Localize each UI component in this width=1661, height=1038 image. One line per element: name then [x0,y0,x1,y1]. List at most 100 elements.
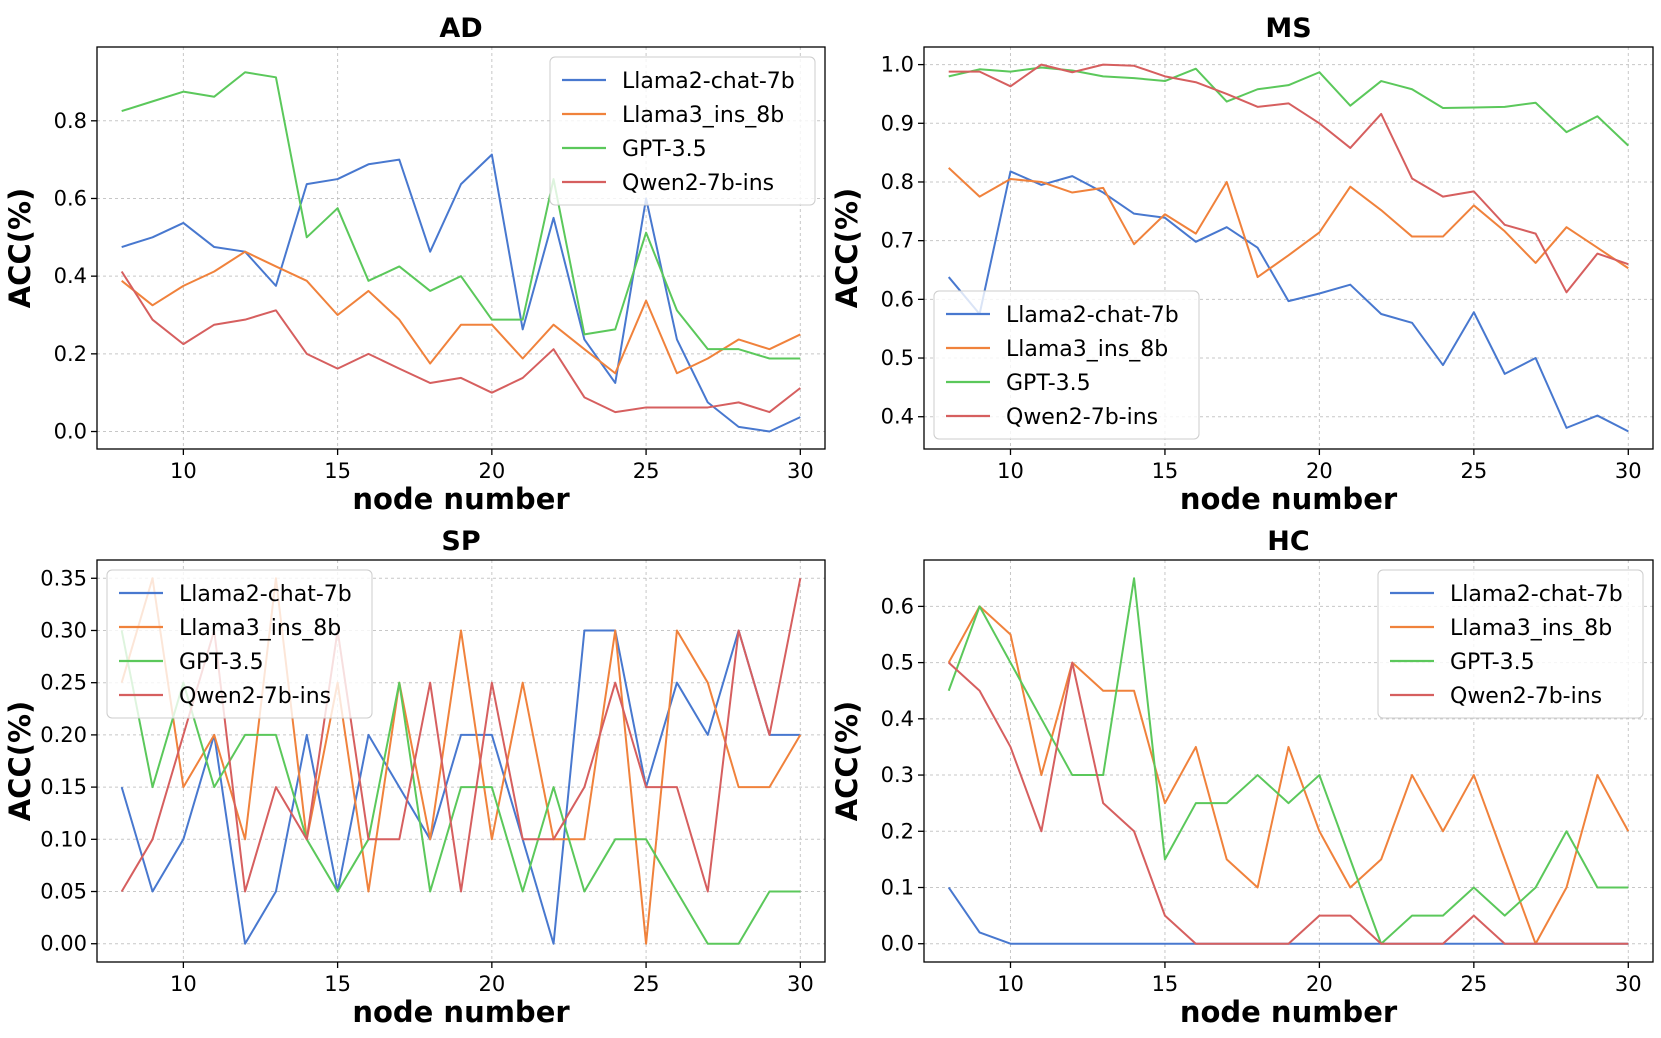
chart-panel-hc: 10 15 20 25 30 0.0 0.1 0.2 0.3 0.4 0.5 0.6 HC node nu… [830,526,1654,1029]
y-tick-label: 0.4 [881,707,914,731]
x-tick-label: 20 [1306,459,1333,483]
y-tick-label: 0.10 [40,827,87,851]
legend-label: Llama2-chat-7b [622,69,795,94]
y-tick-label: 0.25 [40,671,87,695]
x-axis-label: node number [1180,995,1398,1029]
y-tick-label: 0.8 [54,109,87,133]
y-tick-label: 0.2 [881,819,914,843]
y-tick-label: 0.05 [40,880,87,904]
legend-box [106,569,373,719]
x-tick-label: 15 [324,459,351,483]
series-line-qwen2-7b-ins [948,63,1629,294]
legend-label: Qwen2-7b-ins [1450,684,1602,709]
y-axis-label: ACC(%) [3,701,37,822]
y-tick-label: 0.8 [881,170,914,194]
y-axis-label: ACC(%) [3,188,37,309]
chart-panel-ms: 10 15 20 25 30 0.4 0.5 0.6 0.7 0.8 0.9 1.0 MS node nu… [830,13,1654,516]
y-tick-label: 0.6 [881,287,914,311]
y-tick-label: 0.2 [54,342,87,366]
x-tick-label: 25 [633,972,660,996]
plot-area-frame [96,559,826,963]
y-tick-label: 0.9 [881,111,914,135]
chart-panel-ad: 10 15 20 25 30 0.0 0.2 0.4 0.6 0.8 AD node number AC… [3,13,826,516]
x-tick-label: 30 [1615,972,1642,996]
y-axis-label: ACC(%) [830,188,864,309]
x-tick-label: 15 [1152,459,1179,483]
series-line-llama3-ins-8b [947,605,1630,945]
series-line-gpt-3-5 [121,71,801,360]
y-tick-label: 0.35 [40,566,87,590]
legend-label: Qwen2-7b-ins [179,684,331,709]
legend-box [549,56,816,206]
legend-label: Qwen2-7b-ins [622,171,774,196]
series-line-llama3-ins-8b [948,167,1629,279]
legend-label: Qwen2-7b-ins [1006,405,1158,430]
chart-title: SP [441,526,480,557]
legend: Llama2-chat-7b Llama3_ins_8b GPT-3.5 Qwen2-… [106,569,373,719]
series-line-llama2-chat-7b [121,153,801,433]
y-tick-label: 0.5 [881,346,914,370]
y-tick-label: 0.3 [881,763,914,787]
y-tick-label: 0.20 [40,723,87,747]
y-tick-label: 0.0 [54,420,87,444]
legend-label: Llama3_ins_8b [622,103,784,128]
series-line-llama2-chat-7b [947,170,1629,433]
x-tick-label: 20 [478,972,505,996]
legend-label: GPT-3.5 [622,137,707,162]
x-tick-label: 20 [1306,972,1333,996]
y-tick-label: 1.0 [881,53,914,77]
legend-label: Llama3_ins_8b [1006,337,1168,362]
y-tick-label: 0.00 [40,932,87,956]
legend-box [933,290,1200,440]
series-line-qwen2-7b-ins [120,270,801,414]
x-tick-label: 15 [324,972,351,996]
x-tick-label: 10 [997,459,1024,483]
x-tick-label: 10 [170,459,197,483]
chart-title: MS [1265,13,1311,44]
legend-label: GPT-3.5 [1450,650,1535,675]
y-tick-label: 0.4 [54,264,87,288]
legend-label: Llama3_ins_8b [1450,616,1612,641]
x-tick-label: 25 [1460,459,1487,483]
legend: Llama2-chat-7b Llama3_ins_8b GPT-3.5 Qwen2-… [549,56,816,206]
x-tick-label: 15 [1152,972,1179,996]
y-tick-label: 0.1 [881,876,914,900]
y-tick-label: 0.30 [40,618,87,642]
plot-area-frame [96,46,826,450]
chart-title: HC [1267,526,1309,557]
legend-label: GPT-3.5 [179,650,264,675]
legend-label: Llama2-chat-7b [179,582,352,607]
plot-area-frame [923,46,1654,450]
y-tick-label: 0.4 [881,405,914,429]
legend-box [1377,569,1644,719]
legend-label: Llama2-chat-7b [1006,303,1179,328]
x-axis-label: node number [1180,482,1398,516]
x-tick-label: 10 [997,972,1024,996]
series-line-qwen2-7b-ins [120,578,802,893]
legend: Llama2-chat-7b Llama3_ins_8b GPT-3.5 Qwen2-… [933,290,1200,440]
y-tick-label: 0.5 [881,651,914,675]
x-tick-label: 30 [1615,459,1642,483]
y-tick-label: 0.0 [881,932,914,956]
y-tick-label: 0.6 [881,594,914,618]
y-tick-label: 0.7 [881,229,914,253]
chart-title: AD [439,13,482,44]
x-tick-label: 25 [633,459,660,483]
series-line-llama2-chat-7b [120,629,801,945]
series-line-gpt-3-5 [948,66,1629,147]
y-tick-label: 0.15 [40,775,87,799]
plot-area-frame [923,559,1654,963]
legend: Llama2-chat-7b Llama3_ins_8b GPT-3.5 Qwen2-… [1377,569,1644,719]
series-line-llama3-ins-8b [121,250,801,375]
y-axis-label: ACC(%) [830,701,864,822]
x-tick-label: 20 [478,459,505,483]
x-axis-label: node number [352,482,570,516]
series-line-gpt-3-5 [947,577,1629,945]
chart-panel-sp: 10 15 20 25 30 0.00 0.05 0.10 0.15 0.20 0.25 0.30 0.… [3,526,826,1029]
x-tick-label: 10 [170,972,197,996]
y-tick-label: 0.6 [54,186,87,210]
series-line-qwen2-7b-ins [948,661,1629,945]
x-tick-label: 25 [1460,972,1487,996]
series-line-gpt-3-5 [120,630,801,945]
